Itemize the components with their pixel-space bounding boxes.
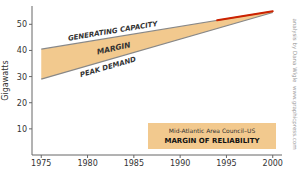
- y-tick-label: 20: [17, 99, 27, 108]
- y-tick: [29, 50, 32, 51]
- plot-area: [41, 11, 272, 79]
- x-tick: [41, 155, 42, 158]
- x-tick: [133, 155, 134, 158]
- y-axis: [32, 6, 33, 155]
- x-axis: [32, 155, 282, 156]
- series-label: PEAK DEMAND: [79, 55, 137, 79]
- note-text: Mid-Atlantic Area Council–US: [169, 127, 256, 134]
- y-axis-label: Gigawatts: [1, 60, 10, 100]
- series-label: GENERATING CAPACITY: [67, 20, 159, 43]
- x-tick-label: 2000: [263, 159, 283, 168]
- credit: analysis by Dana Wigle www.graphicpress.…: [291, 18, 298, 149]
- x-tick-label: 1995: [216, 159, 236, 168]
- highlight-line: [217, 11, 273, 20]
- y-tick-label: 30: [17, 73, 27, 82]
- y-tick: [29, 24, 32, 25]
- y-tick-label: 40: [17, 46, 27, 55]
- x-tick-label: 1975: [31, 159, 51, 168]
- margin-area: [41, 11, 272, 79]
- y-tick: [29, 102, 32, 103]
- x-tick: [226, 155, 227, 158]
- chart: 1975 1980 1985 1990 1995 2000 10 20 30 40 50 Gigawa…: [0, 0, 300, 175]
- x-tick: [180, 155, 181, 158]
- x-tick-label: 1980: [77, 159, 97, 168]
- y-tick-label: 50: [17, 20, 27, 29]
- x-tick-label: 1990: [170, 159, 190, 168]
- note-box: [148, 123, 276, 149]
- x-tick: [87, 155, 88, 158]
- y-tick: [29, 76, 32, 77]
- fill-label: MARGIN: [96, 40, 132, 56]
- series-line: [41, 13, 272, 80]
- x-tick-label: 1985: [124, 159, 144, 168]
- series-line: [41, 11, 272, 49]
- y-tick-label: 10: [17, 125, 27, 134]
- note-text: MARGIN OF RELIABILITY: [164, 137, 260, 145]
- x-tick: [272, 155, 273, 158]
- y-tick: [29, 128, 32, 129]
